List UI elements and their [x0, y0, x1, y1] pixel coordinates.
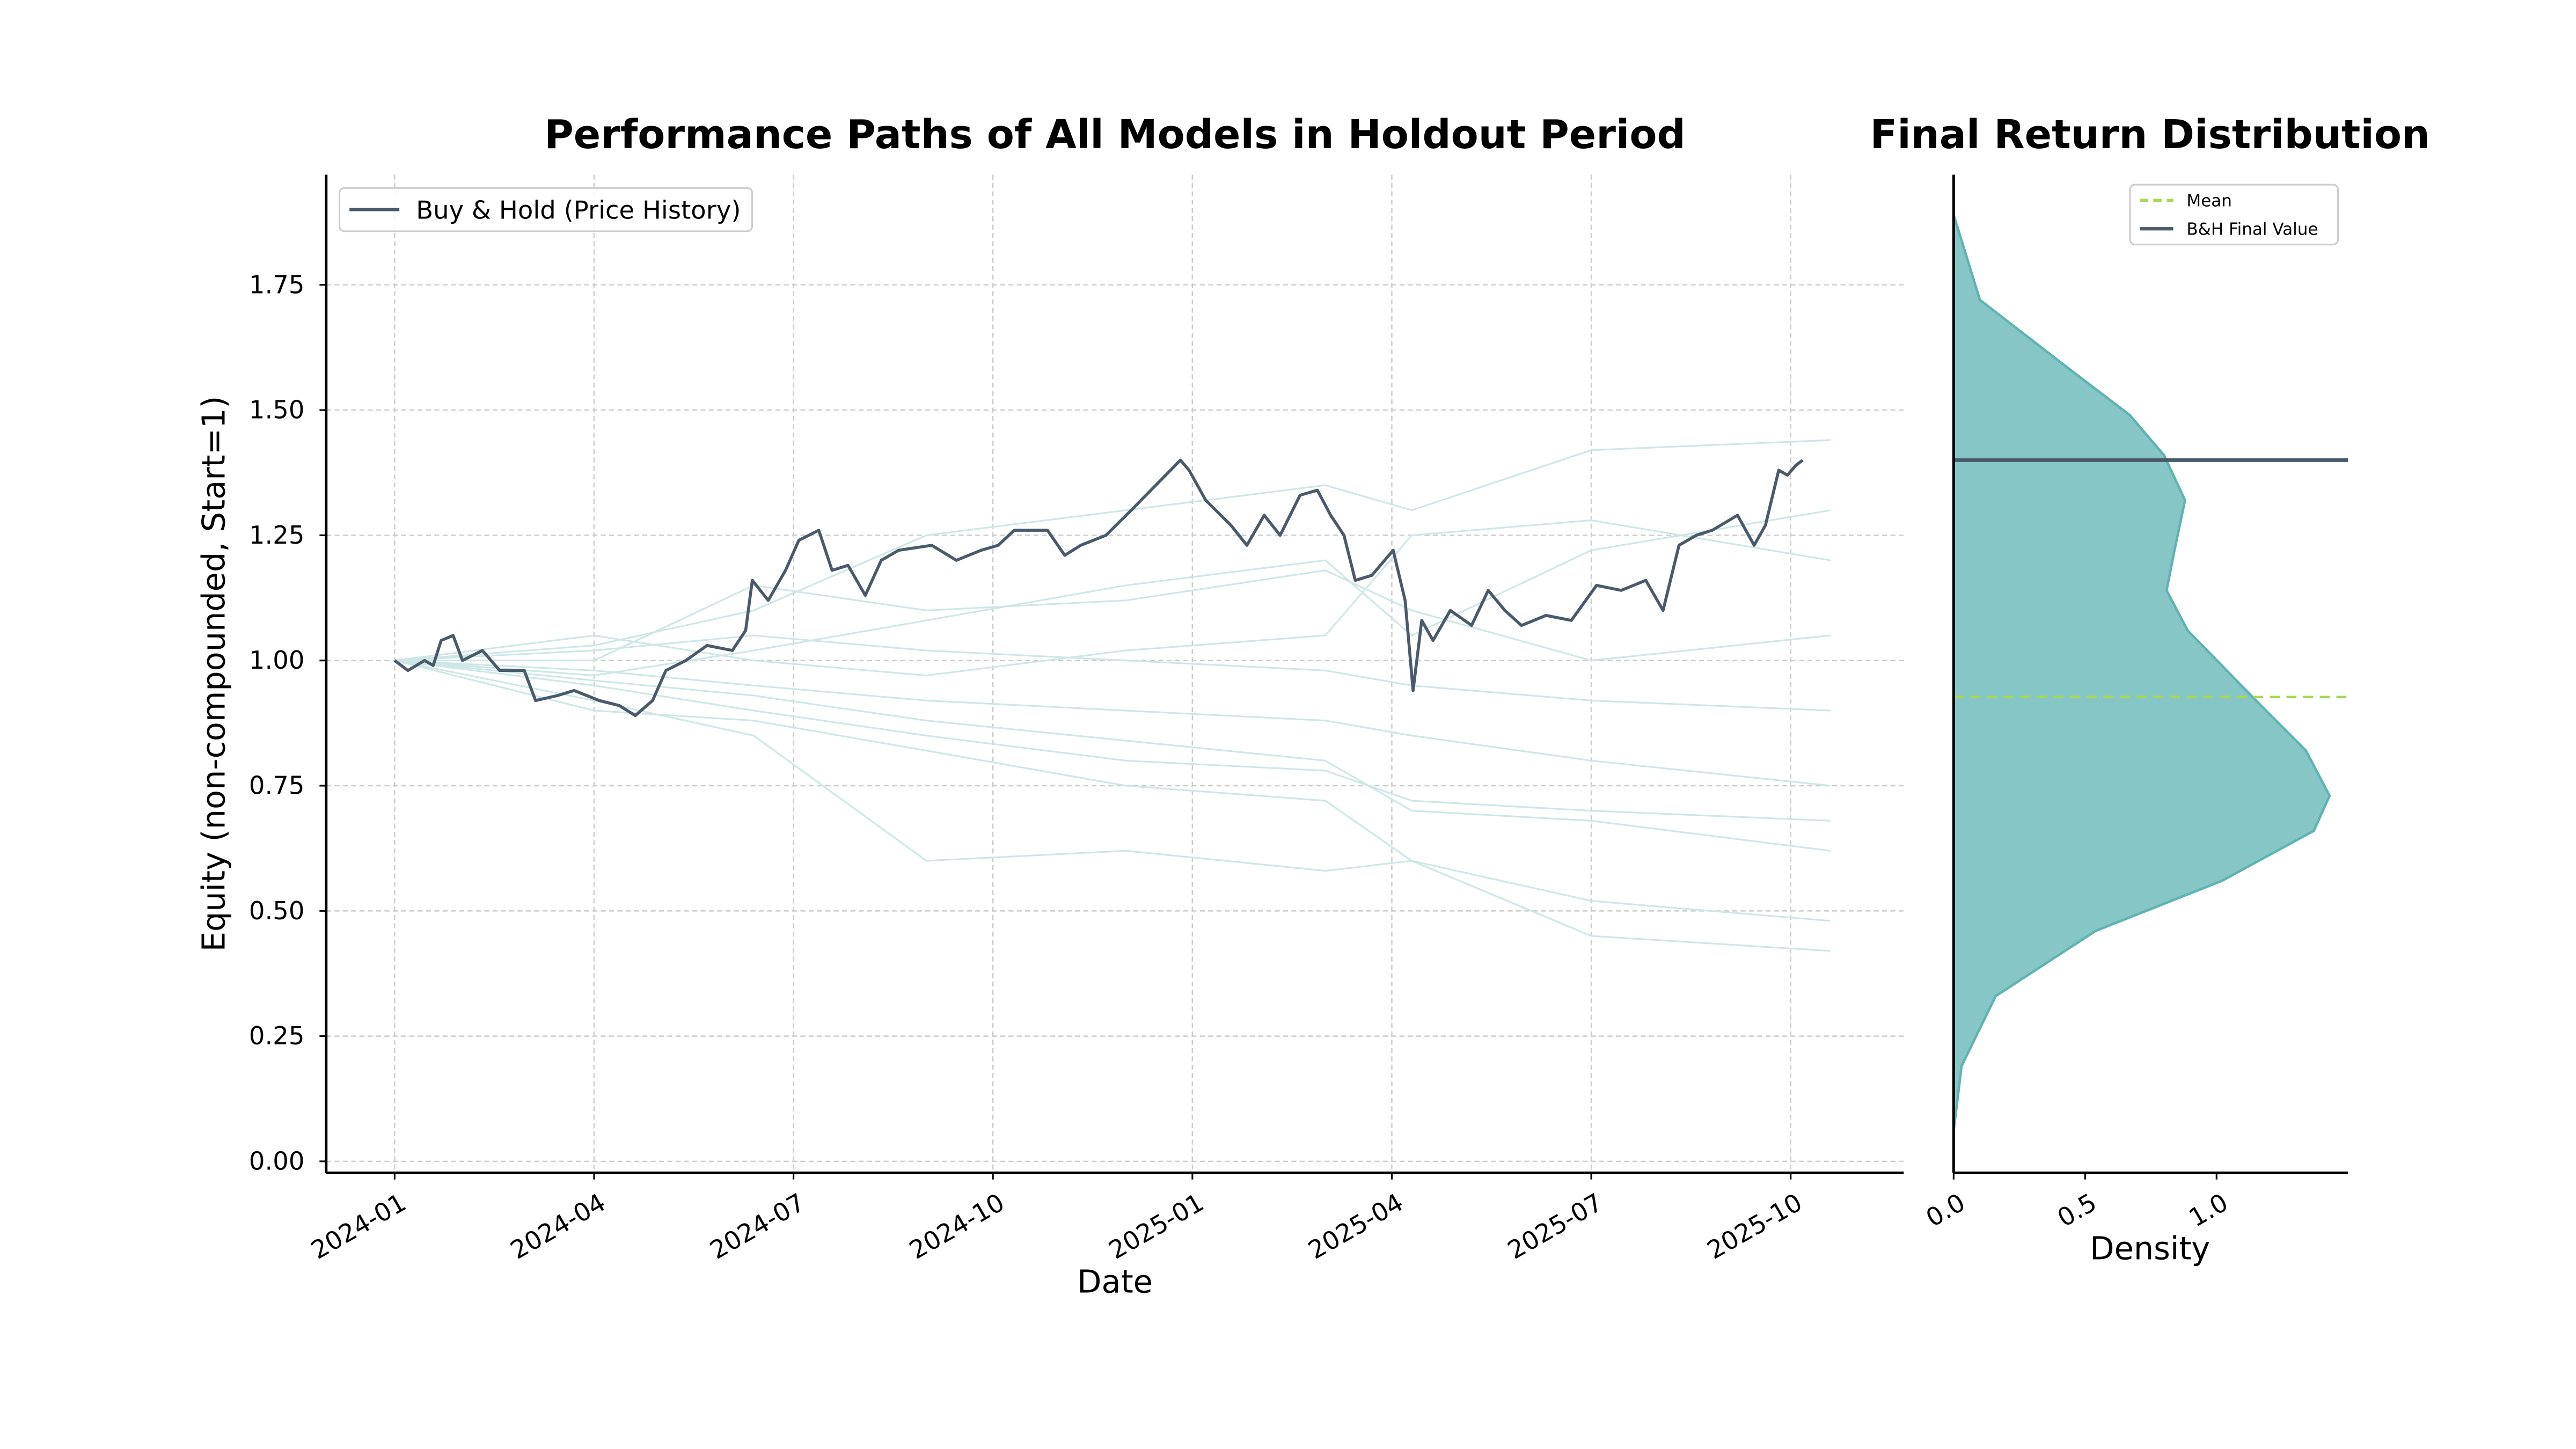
- x-tick-label: 2024-01: [306, 1188, 411, 1265]
- y-tick-label: 0.75: [249, 771, 305, 800]
- series-line: [393, 458, 1804, 718]
- model-path: [394, 569, 1831, 662]
- x-tick-label: 0.5: [2053, 1188, 2102, 1233]
- model-path: [394, 660, 1831, 822]
- x-tick-label: 2025-07: [1503, 1188, 1607, 1265]
- y-tick-label: 1.25: [249, 521, 305, 550]
- model-path: [394, 660, 1831, 952]
- model-path: [394, 634, 1831, 712]
- chart-title: Final Return Distribution: [1870, 111, 2429, 158]
- model-path: [394, 439, 1831, 662]
- chart-title: Performance Paths of All Models in Holdo…: [544, 111, 1686, 158]
- legend-box: [2129, 184, 2339, 246]
- x-tick-label: 1.0: [2184, 1188, 2233, 1233]
- x-tick-label: 2025-01: [1104, 1188, 1209, 1265]
- x-tick-label: 2024-07: [705, 1188, 810, 1265]
- legend-label: Mean: [2186, 192, 2231, 211]
- y-tick-label: 1.00: [249, 646, 305, 675]
- legend: Buy & Hold (Price History): [339, 187, 753, 232]
- y-tick-label: 0.00: [249, 1146, 305, 1175]
- legend-label: B&H Final Value: [2186, 219, 2318, 239]
- model-path: [394, 660, 1831, 852]
- model-path: [394, 519, 1831, 677]
- x-tick-label: 2025-10: [1702, 1188, 1807, 1265]
- x-axis-label: Date: [1077, 1263, 1153, 1300]
- y-tick-label: 1.50: [249, 396, 305, 425]
- legend: Mean B&H Final Value: [2129, 184, 2339, 246]
- model-path: [394, 509, 1831, 677]
- y-axis-label: Equity (non-compounded, Start=1): [195, 396, 232, 952]
- y-tick-label: 1.75: [249, 270, 305, 299]
- model-path: [394, 660, 1831, 787]
- y-tick-label: 0.50: [249, 896, 305, 925]
- x-tick-label: 2024-10: [904, 1188, 1009, 1265]
- y-tick-label: 0.25: [249, 1021, 305, 1050]
- x-tick-label: 2025-04: [1303, 1188, 1408, 1265]
- x-tick-label: 0.0: [1921, 1188, 1970, 1233]
- x-axis-label: Density: [2090, 1230, 2210, 1267]
- density-area: [1952, 214, 2331, 1132]
- x-tick-label: 2024-04: [506, 1188, 610, 1265]
- legend-box: [339, 187, 753, 232]
- legend-label: Buy & Hold (Price History): [416, 195, 741, 224]
- model-path: [394, 660, 1831, 922]
